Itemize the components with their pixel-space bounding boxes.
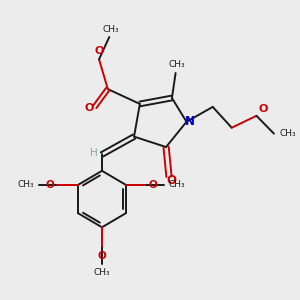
Text: O: O (259, 104, 268, 114)
Text: O: O (85, 103, 94, 113)
Text: N: N (185, 115, 195, 128)
Text: CH₃: CH₃ (94, 268, 110, 277)
Text: H: H (90, 148, 98, 158)
Text: O: O (94, 46, 104, 56)
Text: CH₃: CH₃ (279, 129, 296, 138)
Text: CH₃: CH₃ (168, 180, 185, 189)
Text: CH₃: CH₃ (18, 180, 34, 189)
Text: CH₃: CH₃ (169, 60, 185, 69)
Text: O: O (149, 180, 158, 190)
Text: O: O (98, 251, 106, 261)
Text: O: O (166, 174, 176, 187)
Text: CH₃: CH₃ (102, 25, 119, 34)
Text: O: O (45, 180, 54, 190)
